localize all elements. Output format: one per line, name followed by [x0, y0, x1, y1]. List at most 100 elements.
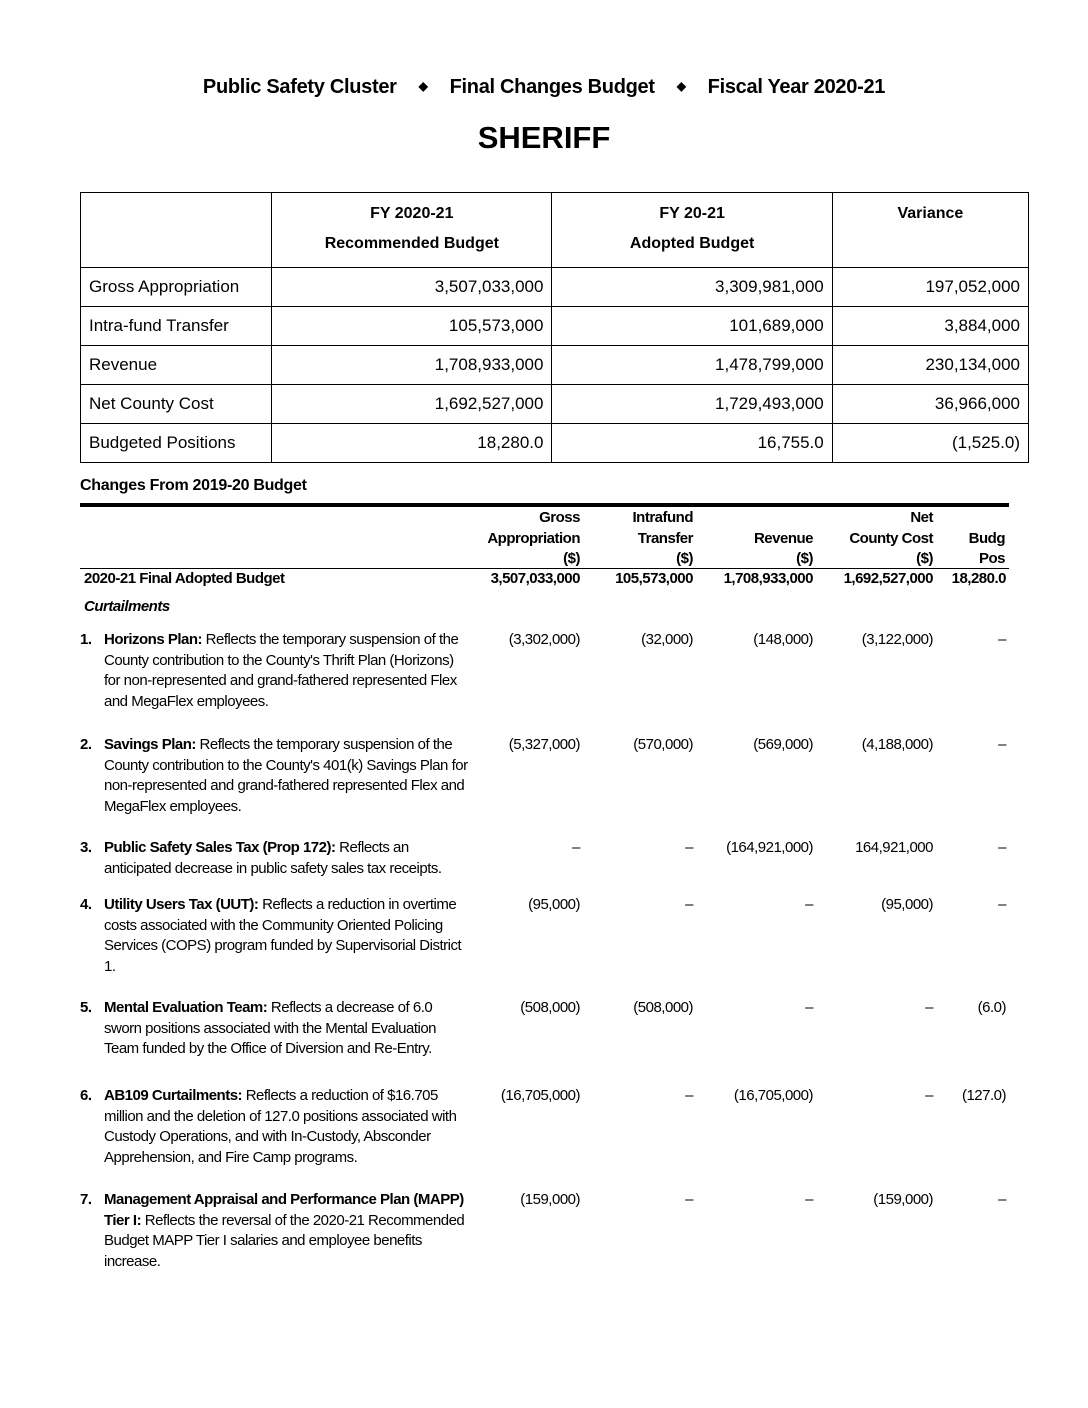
value-cell: (32,000): [641, 631, 693, 648]
cluster-name: Public Safety Cluster: [202, 76, 397, 98]
header-line: Net: [910, 509, 933, 526]
base-label: 2020-21 Final Adopted Budget: [84, 570, 285, 587]
value-cell: (148,000): [753, 631, 813, 648]
item-number: 1.: [80, 631, 92, 648]
value-cell: (569,000): [753, 736, 813, 753]
fiscal-year: Fiscal Year 2020-21: [707, 76, 886, 98]
changes-column-header: Net County Cost ($): [813, 508, 933, 570]
header-line: Adopted Budget: [629, 235, 755, 252]
table-row: Intra-fund Transfer 105,573,000 101,689,00…: [79, 306, 1030, 346]
summary-column-header: FY 2020-21 Recommended Budget: [271, 192, 553, 268]
header-line: Gross: [539, 509, 580, 526]
value-cell: (95,000): [881, 896, 933, 913]
summary-cell: 197,052,000: [831, 267, 1030, 307]
item-title: Public Safety Sales Tax (Prop 172):: [104, 839, 336, 856]
item-description: Management Appraisal and Performance Pla…: [104, 1190, 469, 1272]
summary-cell: 230,134,000: [831, 345, 1030, 385]
value-cell: –: [805, 1191, 813, 1208]
table-row: Net County Cost 1,692,527,000 1,729,493,00…: [79, 384, 1030, 424]
value-cell: –: [685, 1087, 693, 1104]
summary-cell: 1,708,933,000: [271, 345, 553, 385]
changes-column-header: Budg Pos: [885, 508, 1006, 570]
item-title: Management Appraisal and Performance Pla…: [104, 1191, 464, 1229]
value-cell: (95,000): [528, 896, 580, 913]
header-line: Pos: [978, 550, 1006, 567]
value-cell: (16,705,000): [733, 1087, 814, 1104]
value-cell: 164,921,000: [855, 839, 933, 856]
value-cell: –: [685, 839, 693, 856]
item-description: Utility Users Tax (UUT): Reflects a redu…: [104, 895, 469, 977]
value-cell: –: [998, 839, 1006, 856]
summary-cell: 1,729,493,000: [551, 384, 833, 424]
value-cell: –: [998, 736, 1006, 753]
divider: [80, 568, 1009, 569]
summary-cell: (1,525.0): [831, 423, 1030, 463]
header-line: ($): [563, 550, 580, 567]
value-cell: 18,280.0: [951, 570, 1007, 587]
value-cell: (5,327,000): [508, 736, 581, 753]
summary-cell: 1,478,799,000: [551, 345, 833, 385]
value-cell: –: [998, 1191, 1006, 1208]
header-line: Transfer: [637, 529, 694, 547]
item-title: Utility Users Tax (UUT):: [104, 896, 259, 913]
item-title: AB109 Curtailments:: [104, 1087, 243, 1104]
item-description: Savings Plan: Reflects the temporary sus…: [104, 735, 469, 817]
value-cell: (508,000): [633, 999, 693, 1016]
header-line: [885, 508, 1005, 529]
changes-column-header: Gross Appropriation ($): [460, 508, 580, 570]
value-cell: (3,122,000): [861, 631, 934, 648]
value-cell: (4,188,000): [861, 736, 934, 753]
header-line: ($): [796, 550, 813, 567]
item-title: Mental Evaluation Team:: [104, 999, 268, 1016]
summary-cell: 105,573,000: [271, 306, 553, 346]
value-cell: (570,000): [633, 736, 693, 753]
separator-diamond: ◆: [418, 79, 428, 93]
summary-cell: 1,692,527,000: [271, 384, 553, 424]
item-description: Mental Evaluation Team: Reflects a decre…: [104, 998, 469, 1060]
table-row: Budgeted Positions 18,280.0 16,755.0 (1,525…: [79, 423, 1030, 463]
header-line: Variance: [897, 205, 964, 222]
header-line: Budg: [968, 529, 1006, 547]
summary-cell: Gross Appropriation: [79, 267, 273, 307]
value-cell: –: [805, 896, 813, 913]
value-cell: (16,705,000): [500, 1087, 581, 1104]
value-cell: –: [685, 896, 693, 913]
value-cell: –: [998, 896, 1006, 913]
summary-cell: 18,280.0: [271, 423, 553, 463]
header-line: FY 20-21: [659, 205, 725, 222]
item-description: AB109 Curtailments: Reflects a reduction…: [104, 1086, 469, 1168]
header-line: Intrafund: [632, 509, 694, 526]
value-cell: –: [805, 999, 813, 1016]
value-cell: –: [998, 631, 1006, 648]
value-cell: (164,921,000): [726, 839, 813, 856]
summary-cell: 36,966,000: [831, 384, 1030, 424]
item-number: 3.: [80, 839, 92, 856]
item-number: 5.: [80, 999, 92, 1016]
summary-cell: 16,755.0: [551, 423, 833, 463]
header-line: ($): [676, 550, 693, 567]
value-cell: (127.0): [961, 1087, 1007, 1104]
value-cell: –: [925, 1087, 933, 1104]
item-number: 2.: [80, 736, 92, 753]
value-cell: (159,000): [873, 1191, 933, 1208]
separator-diamond: ◆: [676, 79, 686, 93]
divider: [80, 503, 1009, 507]
item-number: 4.: [80, 896, 92, 913]
page-header: Public Safety Cluster ◆ Final Changes Budg…: [0, 76, 1088, 99]
header-line: FY 2020-21: [370, 205, 454, 222]
value-cell: –: [685, 1191, 693, 1208]
value-cell: (159,000): [520, 1191, 580, 1208]
changes-column-header: Revenue ($): [693, 508, 814, 570]
table-row: Revenue 1,708,933,000 1,478,799,000 230,134…: [79, 345, 1030, 385]
item-number: 6.: [80, 1087, 92, 1104]
item-text: Reflects a reduction in overtime costs a…: [104, 896, 462, 975]
value-cell: –: [925, 999, 933, 1016]
summary-column-header: FY 20-21 Adopted Budget: [551, 192, 833, 268]
changes-heading: Changes From 2019-20 Budget: [80, 477, 307, 494]
item-description: Public Safety Sales Tax (Prop 172): Refl…: [104, 838, 469, 879]
item-text: Reflects the temporary suspension of the…: [104, 631, 459, 710]
value-cell: (6.0): [977, 999, 1007, 1016]
header-line: Revenue: [753, 529, 814, 547]
summary-cell: 101,689,000: [551, 306, 833, 346]
